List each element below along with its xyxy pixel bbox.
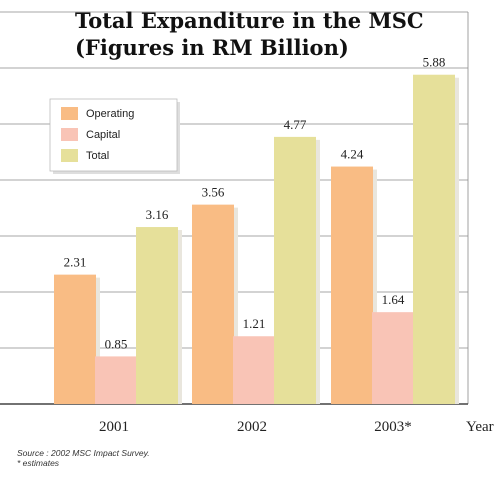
bar-total-2002 [274,137,316,404]
data-label-total-2002: 4.77 [284,117,307,132]
legend-swatch-total [61,149,78,162]
bar-capital-2001 [95,356,137,404]
legend-label-total: Total [86,150,109,162]
legend-label-capital: Capital [86,129,120,141]
x-tick-2003: 2003* [374,419,412,435]
legend-swatch-operating [61,107,78,120]
bar-total-2003 [413,75,455,404]
bar-operating-2001 [54,275,96,404]
chart-title-line-1: Total Expanditure in the MSC [75,8,424,33]
bar-capital-2002 [233,336,275,404]
data-label-capital-2001: 0.85 [105,336,128,351]
x-axis-label: Year [466,419,494,435]
data-label-operating-2001: 2.31 [64,255,87,270]
data-label-total-2001: 3.16 [146,207,169,222]
source-note: Source : 2002 MSC Impact Survey. [17,448,150,458]
legend: Operating Capital Total [50,99,180,174]
legend-label-operating: Operating [86,108,134,120]
bar-capital-2003 [372,312,414,404]
data-label-operating-2003: 4.24 [341,147,364,162]
bar-chart: 2.31 0.85 3.16 3.56 1.21 4.77 4.24 1.64 5.88 200… [0,0,500,445]
data-label-capital-2003: 1.64 [382,292,405,307]
chart-title-line-2: (Figures in RM Billion) [75,35,349,60]
bar-operating-2002 [192,205,234,404]
data-label-operating-2002: 3.56 [202,185,225,200]
x-tick-2001: 2001 [99,419,129,435]
data-label-capital-2002: 1.21 [243,316,266,331]
bar-operating-2003 [331,167,373,404]
bar-total-2001 [136,227,178,404]
x-tick-2002: 2002 [237,419,267,435]
legend-swatch-capital [61,128,78,141]
data-label-total-2003: 5.88 [423,55,446,70]
estimates-note: * estimates [17,458,59,468]
